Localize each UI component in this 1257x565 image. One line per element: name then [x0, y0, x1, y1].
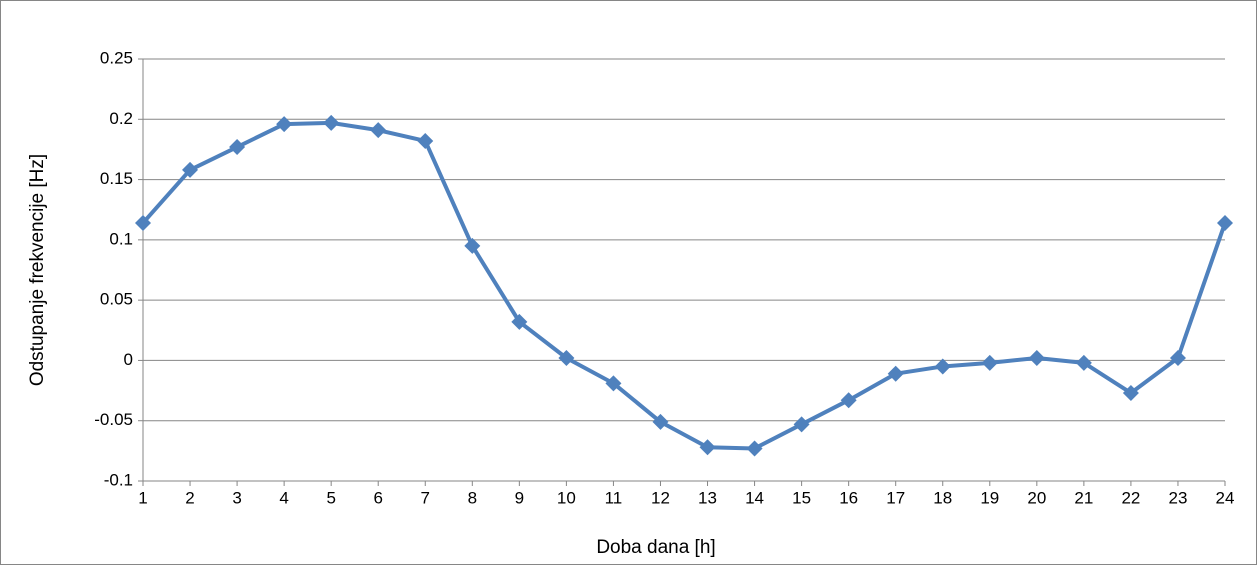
data-marker: [1169, 350, 1186, 367]
y-tick-label: 0: [124, 350, 133, 369]
y-tick-label: 0.25: [100, 48, 133, 67]
data-marker: [511, 313, 528, 330]
x-tick-label: 3: [232, 488, 241, 507]
data-marker: [652, 413, 669, 430]
data-marker: [793, 416, 810, 433]
y-axis-title: Odstupanje frekvencije [Hz]: [27, 154, 48, 386]
data-marker: [323, 114, 340, 131]
data-marker: [370, 122, 387, 139]
x-tick-label: 6: [373, 488, 382, 507]
x-tick-label: 1: [138, 488, 147, 507]
x-tick-label: 16: [839, 488, 858, 507]
data-marker: [1075, 354, 1092, 371]
data-marker: [699, 439, 716, 456]
data-marker: [182, 161, 199, 178]
x-tick-label: 2: [185, 488, 194, 507]
data-marker: [934, 358, 951, 375]
x-tick-label: 14: [745, 488, 764, 507]
x-tick-label: 22: [1121, 488, 1140, 507]
data-marker: [746, 440, 763, 457]
x-tick-label: 4: [279, 488, 288, 507]
x-tick-label: 13: [698, 488, 717, 507]
y-tick-label: 0.05: [100, 290, 133, 309]
y-tick-label: 0.15: [100, 169, 133, 188]
x-tick-label: 9: [515, 488, 524, 507]
y-tick-label: -0.1: [104, 470, 133, 489]
x-tick-label: 10: [557, 488, 576, 507]
x-tick-label: 8: [468, 488, 477, 507]
x-tick-label: 18: [933, 488, 952, 507]
x-tick-label: 19: [980, 488, 999, 507]
x-tick-label: 23: [1168, 488, 1187, 507]
data-marker: [558, 350, 575, 367]
data-marker: [887, 365, 904, 382]
data-marker: [417, 132, 434, 149]
data-marker: [276, 116, 293, 133]
data-marker: [1217, 214, 1233, 231]
data-marker: [229, 139, 246, 156]
x-tick-label: 12: [651, 488, 670, 507]
data-marker: [464, 237, 481, 254]
data-marker: [135, 214, 151, 231]
x-tick-label: 5: [326, 488, 335, 507]
data-line: [141, 120, 1227, 451]
x-tick-label: 21: [1074, 488, 1093, 507]
x-tick-label: 7: [421, 488, 430, 507]
x-tick-label: 20: [1027, 488, 1046, 507]
x-axis-title: Doba dana [h]: [596, 537, 715, 558]
data-marker: [1028, 350, 1045, 367]
x-tick-label: 15: [792, 488, 811, 507]
y-tick-label: 0.2: [109, 109, 133, 128]
y-tick-label: 0.1: [109, 229, 133, 248]
data-marker: [981, 354, 998, 371]
x-tick-label: 24: [1216, 488, 1235, 507]
y-tick-label: -0.05: [94, 410, 133, 429]
data-marker: [605, 375, 622, 392]
x-tick-label: 17: [886, 488, 905, 507]
data-marker: [840, 392, 857, 409]
x-tick-label: 11: [605, 488, 623, 507]
data-marker: [1122, 384, 1139, 401]
